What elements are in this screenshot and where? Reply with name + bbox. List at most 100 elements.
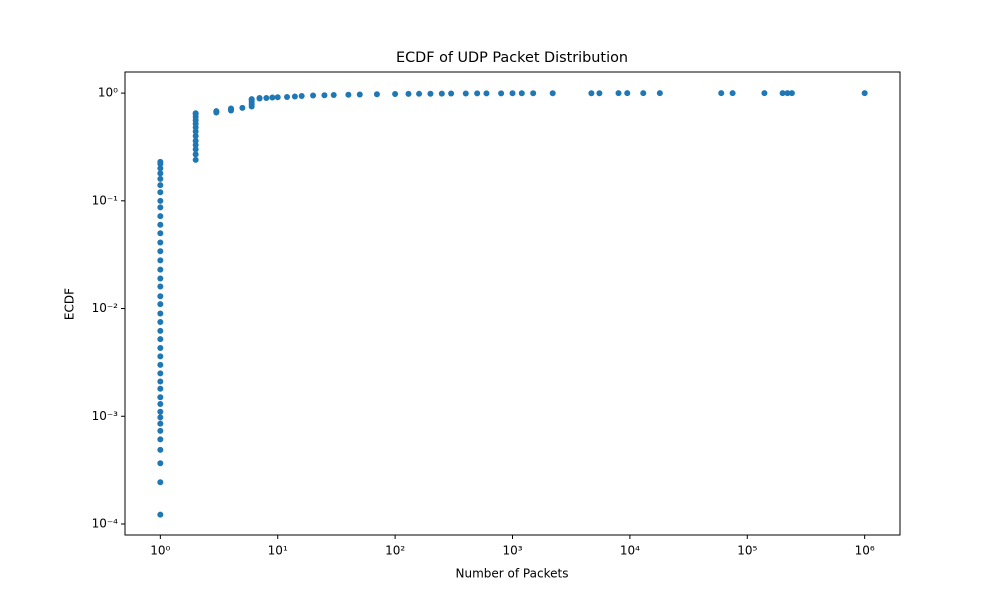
point: [330, 92, 337, 99]
point: [157, 400, 164, 407]
point: [498, 90, 505, 97]
y-tick-label: 10⁻²: [92, 301, 119, 315]
point: [157, 420, 164, 427]
x-axis-label: Number of Packets: [456, 567, 569, 581]
point: [530, 90, 537, 97]
point: [157, 511, 164, 518]
point: [157, 414, 164, 421]
x-tick-label: 10⁶: [855, 544, 875, 558]
point: [192, 110, 199, 117]
point: [416, 90, 423, 97]
chart-title: ECDF of UDP Packet Distribution: [396, 50, 628, 66]
point: [248, 96, 255, 103]
point: [157, 239, 164, 246]
point: [157, 248, 164, 255]
point: [157, 479, 164, 486]
point: [427, 90, 434, 97]
point: [157, 158, 164, 165]
point: [157, 197, 164, 204]
point: [779, 90, 786, 97]
point: [157, 182, 164, 189]
point: [718, 90, 725, 97]
point: [345, 91, 352, 98]
point: [157, 394, 164, 401]
point: [192, 137, 199, 144]
point: [157, 370, 164, 377]
point: [157, 175, 164, 182]
point: [298, 92, 305, 99]
point: [284, 94, 291, 101]
point: [157, 460, 164, 467]
point: [157, 189, 164, 196]
point: [239, 104, 246, 111]
point: [157, 378, 164, 385]
y-tick-label: 10⁻¹: [92, 193, 119, 207]
point: [640, 90, 647, 97]
point: [518, 90, 525, 97]
point: [761, 90, 768, 97]
y-tick-label: 10⁻⁴: [92, 516, 119, 530]
point: [157, 257, 164, 264]
point: [392, 91, 399, 98]
point: [157, 266, 164, 273]
point: [310, 92, 317, 99]
point: [157, 170, 164, 177]
point: [588, 90, 595, 97]
point: [861, 90, 868, 97]
x-tick-label: 10⁵: [737, 544, 757, 558]
point: [269, 94, 276, 101]
point: [192, 156, 199, 163]
point: [157, 213, 164, 220]
point: [438, 90, 445, 97]
x-tick-label: 10⁰: [150, 544, 170, 558]
point: [213, 108, 220, 115]
point: [157, 446, 164, 453]
point: [321, 92, 328, 99]
point: [157, 408, 164, 415]
x-tick-label: 10³: [502, 544, 522, 558]
point: [784, 90, 791, 97]
point: [462, 90, 469, 97]
point: [788, 90, 795, 97]
point: [263, 95, 270, 102]
point: [656, 90, 663, 97]
point: [483, 90, 490, 97]
point: [157, 310, 164, 317]
x-tick-label: 10⁴: [620, 544, 640, 558]
point: [157, 385, 164, 392]
point: [448, 90, 455, 97]
point: [509, 90, 516, 97]
point: [291, 93, 298, 100]
point: [474, 90, 481, 97]
point: [405, 90, 412, 97]
point: [157, 230, 164, 237]
point: [192, 146, 199, 153]
point: [157, 436, 164, 443]
point: [192, 132, 199, 139]
point: [192, 151, 199, 158]
point: [356, 91, 363, 98]
x-tick-label: 10²: [385, 544, 405, 558]
point: [274, 94, 281, 101]
point: [157, 327, 164, 334]
point: [157, 345, 164, 352]
x-tick-label: 10¹: [268, 544, 288, 558]
point: [157, 301, 164, 308]
point: [157, 318, 164, 325]
point: [157, 353, 164, 360]
point: [157, 361, 164, 368]
point: [549, 90, 556, 97]
point: [228, 105, 235, 112]
point: [624, 90, 631, 97]
point: [596, 90, 603, 97]
point: [157, 336, 164, 343]
point: [157, 283, 164, 290]
point: [157, 427, 164, 434]
point: [729, 90, 736, 97]
point: [157, 204, 164, 211]
y-tick-label: 10⁻³: [92, 409, 119, 423]
y-axis-label: ECDF: [63, 288, 77, 320]
point: [157, 275, 164, 282]
point: [157, 221, 164, 228]
